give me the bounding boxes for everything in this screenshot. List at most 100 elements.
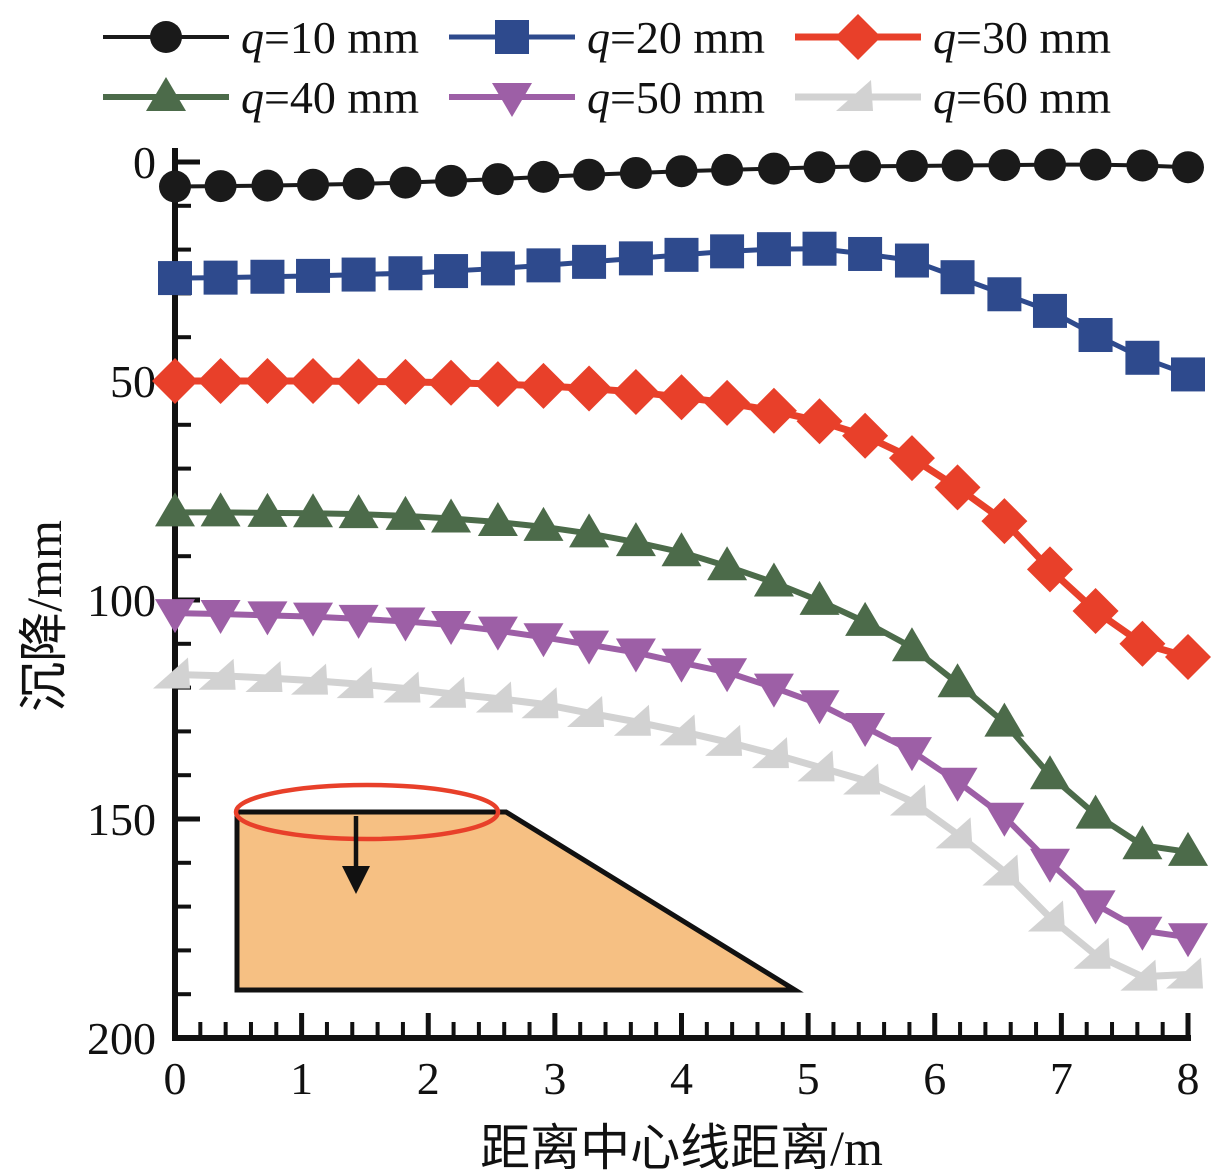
x-minor-tick bbox=[958, 1022, 963, 1035]
diamond-marker-icon bbox=[474, 361, 521, 408]
diamond-marker-icon bbox=[1026, 546, 1073, 593]
series-q40mm bbox=[155, 492, 1208, 866]
circle-marker-icon bbox=[988, 149, 1021, 182]
y-minor-tick bbox=[178, 773, 191, 778]
legend-marker-icon bbox=[448, 20, 575, 54]
square-marker-icon bbox=[710, 234, 745, 269]
embankment-cross-section bbox=[234, 809, 804, 993]
triangle-down-marker-icon bbox=[293, 602, 334, 637]
y-minor-tick bbox=[178, 904, 191, 909]
circle-marker-icon bbox=[251, 169, 284, 202]
x-minor-tick bbox=[1110, 1022, 1115, 1035]
square-marker-icon bbox=[1125, 340, 1160, 375]
x-minor-tick bbox=[223, 1022, 228, 1035]
triangle-left-marker-icon bbox=[836, 80, 873, 111]
x-major-tick bbox=[1185, 1013, 1191, 1035]
square-marker-icon bbox=[664, 237, 699, 272]
circle-marker-icon bbox=[665, 155, 698, 188]
circle-marker-icon bbox=[849, 150, 882, 183]
y-minor-tick bbox=[178, 247, 191, 252]
diamond-marker-icon bbox=[658, 374, 705, 421]
y-minor-tick bbox=[178, 729, 191, 734]
x-minor-tick bbox=[882, 1022, 887, 1035]
x-minor-tick bbox=[1160, 1022, 1165, 1035]
circle-marker-icon bbox=[711, 153, 744, 186]
circle-marker-icon bbox=[389, 166, 422, 199]
square-marker-icon bbox=[341, 257, 376, 292]
series-q20mm bbox=[158, 231, 1205, 392]
x-minor-tick bbox=[603, 1022, 608, 1035]
y-minor-tick bbox=[178, 422, 191, 427]
x-axis-title: 距离中心线距离/m bbox=[480, 1120, 883, 1172]
triangle-down-marker-icon bbox=[891, 737, 932, 772]
triangle-down-marker-icon bbox=[200, 600, 241, 635]
y-tick-label: 0 bbox=[133, 137, 156, 188]
square-marker-icon bbox=[434, 254, 469, 289]
triangle-down-marker-icon bbox=[1122, 916, 1163, 951]
y-major-tick bbox=[178, 816, 200, 822]
circle-marker-icon bbox=[149, 21, 182, 53]
circle-marker-icon bbox=[941, 149, 974, 182]
square-marker-icon bbox=[894, 243, 929, 278]
chart-legend: q=10 mm q=20 mm q=30 mm q=40 mm q=50 mm q=60 … bbox=[0, 8, 1212, 126]
circle-marker-icon bbox=[757, 152, 790, 185]
y-minor-tick bbox=[178, 335, 191, 340]
triangle-down-marker-icon bbox=[569, 630, 610, 665]
diamond-marker-icon bbox=[1072, 587, 1119, 634]
square-marker-icon bbox=[203, 260, 238, 295]
legend-item: q=50 mm bbox=[447, 68, 765, 126]
x-major-tick bbox=[425, 1013, 431, 1035]
x-minor-tick bbox=[628, 1022, 633, 1035]
triangle-up-marker-icon bbox=[385, 495, 426, 530]
x-tick-label: 2 bbox=[417, 1053, 440, 1104]
legend-marker-icon bbox=[448, 83, 575, 117]
square-marker-icon bbox=[494, 20, 529, 54]
x-minor-tick bbox=[400, 1022, 405, 1035]
legend-marker-icon bbox=[102, 77, 229, 111]
diamond-marker-icon bbox=[835, 14, 881, 60]
triangle-up-marker-icon bbox=[569, 513, 610, 548]
y-minor-tick bbox=[178, 860, 191, 865]
x-minor-tick bbox=[350, 1022, 355, 1035]
legend-label: q=10 mm bbox=[240, 11, 419, 63]
x-minor-tick bbox=[375, 1022, 380, 1035]
legend-item: q=30 mm bbox=[793, 8, 1111, 66]
circle-marker-icon bbox=[435, 164, 468, 197]
diamond-marker-icon bbox=[981, 498, 1028, 545]
square-marker-icon bbox=[802, 231, 837, 266]
legend-item: q=10 mm bbox=[101, 8, 419, 66]
diamond-marker-icon bbox=[1165, 633, 1211, 680]
triangle-left-marker-icon bbox=[751, 737, 789, 769]
square-marker-icon bbox=[296, 258, 331, 293]
x-minor-tick bbox=[730, 1022, 735, 1035]
triangle-up-marker-icon bbox=[1168, 831, 1208, 866]
triangle-down-marker-icon bbox=[431, 610, 472, 645]
triangle-left-marker-icon bbox=[982, 854, 1020, 886]
x-major-tick bbox=[299, 1013, 305, 1035]
triangle-up-marker-icon bbox=[145, 77, 186, 111]
legend-label: q=30 mm bbox=[933, 11, 1112, 63]
triangle-up-marker-icon bbox=[1075, 794, 1116, 829]
x-major-tick bbox=[932, 1013, 938, 1035]
square-marker-icon bbox=[388, 256, 423, 291]
triangle-down-marker-icon bbox=[1168, 923, 1208, 958]
triangle-up-marker-icon bbox=[1029, 755, 1070, 790]
y-tick-label: 100 bbox=[87, 575, 156, 626]
y-minor-tick bbox=[178, 554, 191, 559]
triangle-up-marker-icon bbox=[1122, 825, 1163, 860]
circle-marker-icon bbox=[1033, 148, 1066, 181]
triangle-down-marker-icon bbox=[1075, 890, 1116, 925]
legend-label: q=60 mm bbox=[933, 71, 1112, 123]
square-marker-icon bbox=[987, 277, 1022, 312]
triangle-down-marker-icon bbox=[523, 623, 564, 658]
triangle-down-marker-icon bbox=[615, 638, 656, 673]
diamond-marker-icon bbox=[704, 379, 751, 426]
series-q60mm bbox=[153, 657, 1203, 991]
diamond-marker-icon bbox=[197, 358, 244, 404]
circle-marker-icon bbox=[1126, 149, 1159, 182]
circle-marker-icon bbox=[1172, 151, 1204, 184]
y-tick-label: 150 bbox=[87, 794, 156, 845]
triangle-down-marker-icon bbox=[155, 599, 195, 634]
